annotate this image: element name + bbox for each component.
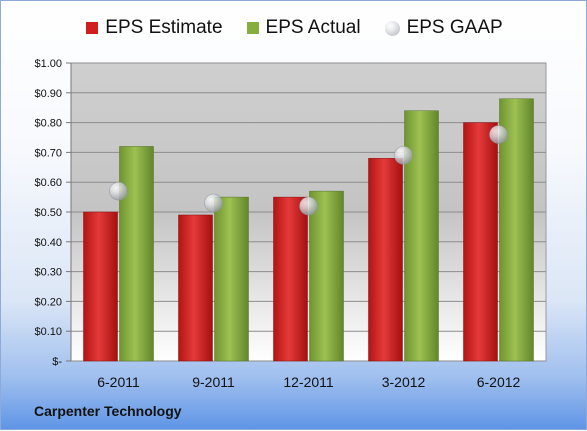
bar-eps-estimate [83,211,118,362]
bar-eps-actual [309,190,344,362]
legend-label-estimate: EPS Estimate [105,17,223,38]
bar-eps-estimate [368,158,403,362]
marker-eps-gaap [109,181,128,201]
x-tick-label: 6-2012 [477,374,521,390]
legend-swatch-estimate [86,22,99,34]
y-tick-label: $0.10 [34,326,62,338]
legend-swatch-gaap [384,20,400,36]
y-tick-label: $0.50 [34,207,62,219]
bar-eps-estimate [463,122,498,362]
bar-eps-actual [214,196,249,362]
legend-item-actual: EPS Actual [246,17,361,39]
legend-item-estimate: EPS Estimate [86,17,223,39]
y-tick-label: $0.30 [34,267,62,279]
y-tick-label: $0.80 [34,118,62,130]
y-tick-label: $0.60 [34,177,62,189]
marker-eps-gaap [299,196,318,216]
legend-label-gaap: EPS GAAP [406,17,503,38]
legend-swatch-actual [246,22,259,34]
y-tick-label: $0.90 [34,88,62,100]
y-tick-label: $0.70 [34,147,62,159]
bar-eps-actual [404,110,439,362]
y-tick-label: $1.00 [34,58,62,70]
bar-eps-estimate [178,214,213,362]
y-tick-label: $0.20 [34,296,62,308]
x-tick-label: 12-2011 [283,374,334,390]
y-tick-label: $- [52,356,62,368]
y-tick-label: $0.40 [34,237,62,249]
bar-eps-estimate [273,196,308,362]
x-tick-label: 6-2011 [97,374,140,390]
bar-eps-actual [499,98,534,362]
x-tick-label: 3-2012 [382,374,426,390]
x-tick-label: 9-2011 [192,374,235,390]
legend-label-actual: EPS Actual [265,17,361,38]
marker-eps-gaap [204,193,223,213]
marker-eps-gaap [394,146,413,165]
chart-legend: EPS Estimate EPS Actual EPS GAAP [1,17,587,39]
bar-eps-actual [119,146,154,362]
marker-eps-gaap [489,125,508,144]
company-name: Carpenter Technology [34,403,182,419]
legend-item-gaap: EPS GAAP [384,17,503,39]
